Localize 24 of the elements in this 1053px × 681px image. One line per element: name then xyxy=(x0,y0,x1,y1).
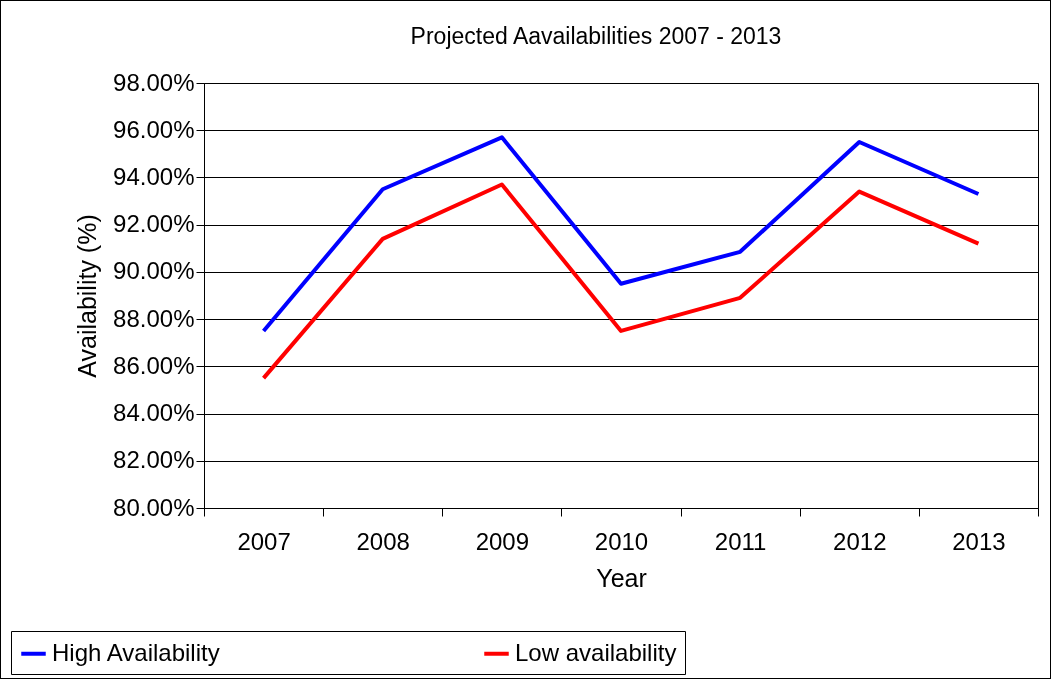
x-tick-label: 2010 xyxy=(594,527,649,555)
line-series xyxy=(261,135,981,333)
y-tick-label: 92.00% xyxy=(113,210,195,238)
legend-label: High Availability xyxy=(52,638,220,666)
y-tick-label: 80.00% xyxy=(113,493,195,521)
x-tick-label: 2007 xyxy=(237,527,291,555)
x-axis-title: Year xyxy=(596,563,647,592)
x-tick-label: 2012 xyxy=(833,527,887,555)
y-tick-label: 88.00% xyxy=(113,304,195,332)
x-tick-label: 2009 xyxy=(475,527,530,555)
y-tick-label: 90.00% xyxy=(113,257,195,285)
y-tick-label: 98.00% xyxy=(113,68,195,96)
y-axis-title: Availability (%) xyxy=(73,214,102,378)
x-tick-label: 2008 xyxy=(356,527,410,555)
y-tick-label: 86.00% xyxy=(113,351,195,379)
x-tick-label: 2013 xyxy=(952,527,1006,555)
x-tick-label: 2011 xyxy=(714,527,767,555)
y-tick-label: 84.00% xyxy=(113,399,195,427)
y-tick-label: 94.00% xyxy=(113,162,195,190)
chart-title: Projected Aavailabilities 2007 - 2013 xyxy=(410,23,782,49)
legend-label: Low availability xyxy=(515,638,677,666)
line-series xyxy=(261,182,981,381)
y-tick-label: 96.00% xyxy=(113,115,195,143)
y-tick-label: 82.00% xyxy=(113,446,195,474)
